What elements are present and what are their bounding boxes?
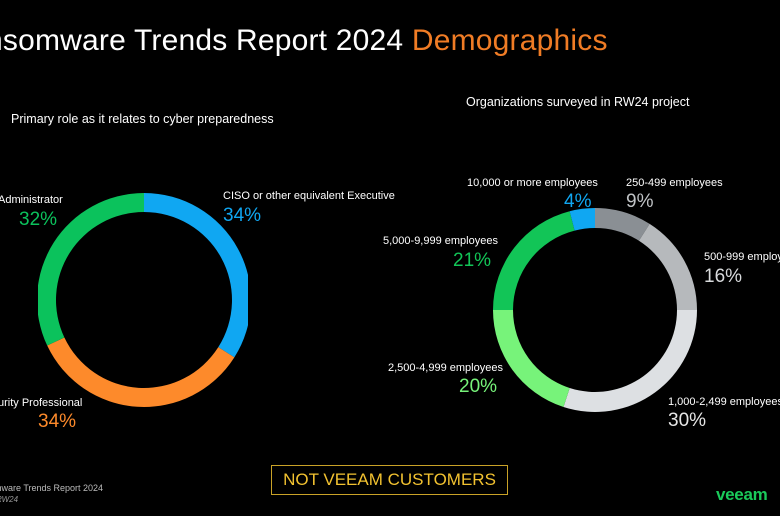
right-label-1000: 1,000-2,499 employees	[668, 396, 780, 408]
right-pct-500: 16%	[704, 266, 743, 287]
role-donut-chart	[38, 193, 248, 407]
left-label-admin: Administrator	[0, 194, 63, 206]
left-label-security: urity Professional	[0, 397, 83, 409]
right-label-250: 250-499 employees	[626, 177, 723, 189]
left-pct-ciso: 34%	[223, 205, 262, 226]
org-size-donut-chart	[493, 208, 697, 412]
right-label-5000: 5,000-9,999 employees	[383, 235, 498, 247]
left-chart-title: Primary role as it relates to cyber prep…	[11, 112, 274, 126]
org-size-slice-4	[493, 211, 575, 310]
title-accent: Demographics	[411, 24, 608, 57]
role-slice-1	[47, 337, 235, 407]
right-label-500: 500-999 employe	[704, 251, 780, 263]
page-title: nsomware Trends Report 2024 Demographics	[0, 24, 608, 58]
footer-code: RW24	[0, 495, 19, 504]
right-pct-5000: 21%	[453, 250, 492, 271]
right-label-2500: 2,500-4,999 employees	[388, 362, 503, 374]
right-label-10000: 10,000 or more employees	[467, 177, 598, 189]
org-size-slice-0	[595, 208, 650, 241]
left-label-ciso: CISO or other equivalent Executive	[223, 190, 395, 202]
not-customers-badge: NOT VEEAM CUSTOMERS	[271, 465, 508, 495]
right-pct-250: 9%	[626, 191, 654, 212]
right-pct-2500: 20%	[459, 376, 498, 397]
right-pct-1000: 30%	[668, 410, 707, 431]
title-main: nsomware Trends Report 2024	[0, 24, 404, 57]
org-size-slice-2	[563, 310, 697, 412]
right-pct-10000: 4%	[564, 191, 592, 212]
left-pct-admin: 32%	[19, 209, 58, 230]
left-pct-security: 34%	[38, 411, 77, 432]
role-slice-2	[38, 193, 144, 346]
org-size-slice-5	[569, 208, 595, 231]
org-size-slice-3	[493, 310, 570, 408]
org-size-slice-1	[638, 223, 697, 310]
right-chart-title: Organizations surveyed in RW24 project	[466, 95, 690, 109]
veeam-logo: veeam	[716, 485, 768, 504]
role-slice-0	[144, 193, 248, 358]
footer-source: mware Trends Report 2024	[0, 483, 104, 493]
